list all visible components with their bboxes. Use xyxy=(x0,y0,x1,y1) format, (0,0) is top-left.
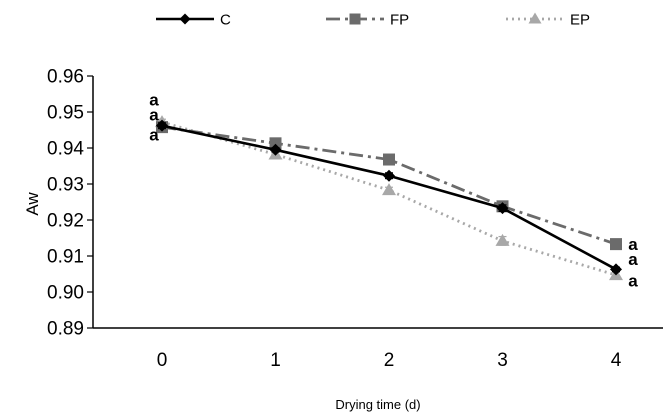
y-tick-label: 0.92 xyxy=(47,211,84,232)
diamond-marker xyxy=(610,263,622,276)
square-marker xyxy=(383,153,395,166)
square-marker xyxy=(610,238,622,251)
x-tick-label: 0 xyxy=(157,350,168,371)
x-tick-label: 1 xyxy=(270,350,281,371)
series-C xyxy=(156,119,622,276)
triangle-marker xyxy=(495,233,510,246)
x-ticks: 0 1 2 3 4 xyxy=(157,350,622,371)
x-tick-label: 4 xyxy=(611,350,622,371)
legend-label: C xyxy=(220,12,231,29)
y-tick-label: 0.93 xyxy=(47,175,84,196)
axes xyxy=(92,76,663,329)
series-line xyxy=(161,124,617,271)
series-line xyxy=(161,120,617,277)
legend-label: EP xyxy=(570,12,590,29)
diamond-marker xyxy=(383,169,395,182)
significance-label: a xyxy=(628,235,638,254)
diamond-marker xyxy=(269,143,282,156)
x-tick-label: 3 xyxy=(497,350,508,371)
y-tick-label: 0.89 xyxy=(47,319,84,340)
y-ticks: 0.89 0.90 0.91 0.92 0.93 0.94 0.95 0.96 xyxy=(47,67,93,340)
series-group xyxy=(155,115,623,281)
diamond-marker xyxy=(156,119,168,132)
legend: C FP EP xyxy=(156,12,590,29)
y-tick-label: 0.96 xyxy=(47,67,84,88)
x-tick-label: 2 xyxy=(384,350,395,371)
triangle-marker xyxy=(382,183,396,196)
y-tick-label: 0.95 xyxy=(47,103,84,124)
square-marker xyxy=(349,13,361,25)
y-tick-label: 0.91 xyxy=(47,247,84,268)
triangle-marker xyxy=(528,12,542,24)
legend-label: FP xyxy=(390,12,409,29)
diamond-marker xyxy=(179,13,191,25)
y-tick-label: 0.90 xyxy=(47,283,84,304)
x-axis-title: Drying time (d) xyxy=(335,397,420,412)
y-tick-label: 0.94 xyxy=(47,139,84,160)
significance-label: a xyxy=(628,250,638,269)
diamond-marker xyxy=(496,202,509,215)
significance-label: a xyxy=(149,90,159,109)
significance-label: a xyxy=(149,126,159,145)
square-marker xyxy=(269,137,282,150)
legend-item-C: C xyxy=(156,12,231,29)
y-axis-title: Aw xyxy=(23,192,42,216)
significance-label: a xyxy=(149,106,159,125)
legend-item-FP: FP xyxy=(326,12,409,29)
legend-item-EP: EP xyxy=(506,12,590,29)
significance-label: a xyxy=(628,271,638,290)
